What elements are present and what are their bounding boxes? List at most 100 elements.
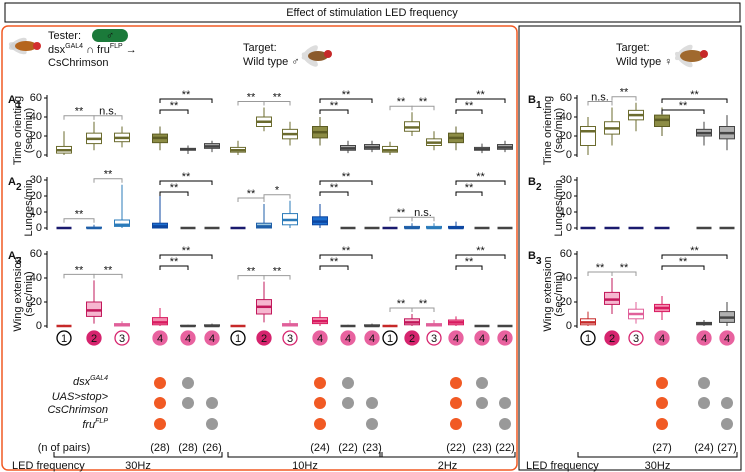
significance-bracket <box>411 105 435 111</box>
box <box>580 126 596 146</box>
significance-label: ** <box>419 96 428 108</box>
significance-label: ** <box>247 91 256 103</box>
significance-label: ** <box>330 256 339 268</box>
y-tick-label: 20 <box>30 130 42 142</box>
tester-label: Tester: <box>48 30 81 42</box>
significance-label: ** <box>170 182 179 194</box>
significance-label: ** <box>247 266 256 278</box>
significance-label: * <box>275 185 280 197</box>
significance-bracket <box>159 265 189 270</box>
genotype-number: 1 <box>235 333 241 345</box>
y-tick-label: 20 <box>560 190 572 202</box>
significance-label: ** <box>247 188 256 200</box>
significance-bracket <box>93 178 123 183</box>
significance-label: ** <box>182 89 191 101</box>
significance-label: ** <box>596 262 605 274</box>
significance-label: ** <box>75 106 84 118</box>
genotype-number: 4 <box>157 333 163 345</box>
genotype-circle <box>497 330 513 346</box>
genotype-label: fruFLP <box>82 418 108 431</box>
genotype-number: 1 <box>387 333 393 345</box>
n-axis-label: (n of pairs) <box>38 442 91 454</box>
significance-label: ** <box>342 89 351 101</box>
frequency-label: 10Hz <box>292 460 318 472</box>
text-part: B <box>528 94 536 106</box>
n-label: (27) <box>717 442 737 454</box>
n-label: (27) <box>652 442 672 454</box>
box <box>114 219 130 227</box>
significance-bracket <box>319 180 373 185</box>
panel-b-frame <box>518 25 742 471</box>
n-label: (28) <box>150 442 170 454</box>
y-tick-label: 0 <box>36 149 42 161</box>
genotype-label: CsChrimson <box>47 404 108 416</box>
genotype-dot <box>314 397 326 409</box>
significance-label: ** <box>397 207 406 219</box>
n-label: (24) <box>694 442 714 454</box>
genotype-dot <box>366 397 378 409</box>
genotype-number: 3 <box>633 333 639 345</box>
significance-label: ** <box>342 171 351 183</box>
significance-bracket <box>661 254 728 259</box>
frequency-label: 2Hz <box>438 460 458 472</box>
n-label: (22) <box>495 442 515 454</box>
significance-bracket <box>411 216 435 222</box>
target-type: Wild type ♂ <box>243 56 300 68</box>
text-part: A <box>8 176 16 188</box>
significance-label: ** <box>620 262 629 274</box>
genotype-circle <box>180 330 196 346</box>
text-part: 3 <box>536 256 542 267</box>
tester-sex-pill <box>92 29 128 42</box>
significance-label: ** <box>104 264 113 276</box>
significance-bracket <box>661 265 705 270</box>
target-type: Wild type ♀ <box>616 56 673 68</box>
significance-label: ** <box>397 298 406 310</box>
genotype-dot <box>450 397 462 409</box>
significance-label: ** <box>342 245 351 257</box>
y-tick-label: 10 <box>30 206 42 218</box>
genotype-circle <box>364 330 380 346</box>
y-tick-label: 0 <box>566 222 572 234</box>
significance-bracket <box>455 180 506 185</box>
significance-label: ** <box>273 266 282 278</box>
y-tick-label: 40 <box>560 272 572 284</box>
significance-bracket <box>411 307 435 312</box>
genotype-circle <box>282 330 298 346</box>
significance-label: ** <box>620 87 629 99</box>
y-tick-label: 40 <box>30 111 42 123</box>
significance-bracket <box>661 98 728 103</box>
genotype-number: 4 <box>369 333 375 345</box>
text-part: B <box>528 250 536 262</box>
significance-bracket <box>319 265 349 270</box>
genotype-dot <box>154 377 166 389</box>
y-axis-label: Time orienting <box>12 96 24 165</box>
y-tick-label: 40 <box>30 272 42 284</box>
panel-label: A2 <box>8 176 22 193</box>
genotype-number: 4 <box>479 333 485 345</box>
genotype-dot <box>450 377 462 389</box>
significance-bracket <box>455 265 483 270</box>
target-fly-female <box>674 44 708 68</box>
target-fly-male <box>301 45 332 67</box>
significance-label: ** <box>679 100 688 112</box>
genotype-number: 1 <box>585 333 591 345</box>
significance-bracket <box>319 254 373 259</box>
genotype-dot <box>450 418 462 430</box>
genotype-circle <box>580 330 596 346</box>
significance-bracket <box>263 275 291 280</box>
frequency-bracket <box>577 452 738 458</box>
y-axis-label: (sec/min) <box>23 271 35 316</box>
significance-bracket <box>159 191 189 196</box>
frequency-bracket <box>227 452 383 458</box>
significance-bracket <box>587 101 613 106</box>
panel-label: B2 <box>528 176 542 193</box>
tester-sex: ♂ <box>106 30 114 42</box>
panel-label: B1 <box>528 94 542 111</box>
significance-bracket <box>455 98 506 103</box>
genotype-number: 4 <box>659 333 665 345</box>
y-tick-label: 10 <box>560 206 572 218</box>
y-axis-label: Wing extension <box>12 256 24 331</box>
text-part: FLP <box>110 43 123 50</box>
panel-label: A3 <box>8 250 22 267</box>
